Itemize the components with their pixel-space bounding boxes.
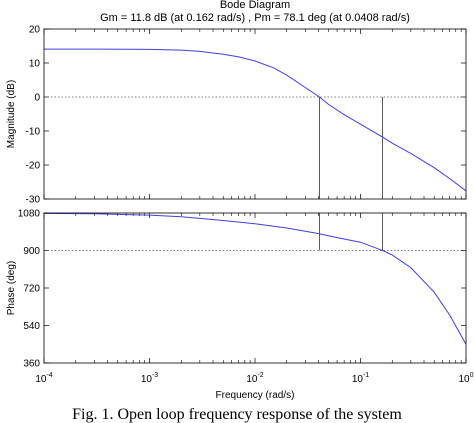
y-axis-label: Phase (deg) bbox=[6, 261, 17, 315]
y-tick-label: 20 bbox=[29, 25, 41, 36]
magnitude-series-line bbox=[44, 48, 467, 192]
x-tick-label: 10-2 bbox=[246, 372, 263, 385]
x-tick-label: 100 bbox=[458, 372, 473, 385]
y-tick-label: 720 bbox=[23, 284, 40, 295]
chart-title: Bode Diagram bbox=[220, 0, 290, 11]
y-tick-label: 0 bbox=[34, 93, 40, 104]
y-tick-label: -30 bbox=[26, 195, 41, 206]
plot-frame bbox=[43, 28, 467, 200]
y-tick-label: -10 bbox=[26, 127, 41, 138]
phase-series-line bbox=[43, 212, 467, 345]
magnitude-panel: -30 -20 -10 0 10 20 Magnitude (dB) bbox=[6, 25, 467, 206]
y-tick-label: -20 bbox=[26, 161, 41, 172]
y-tick-label: 10 bbox=[29, 59, 41, 70]
y-tick-label: 1080 bbox=[18, 209, 41, 220]
x-axis-label: Frequency (rad/s) bbox=[216, 390, 295, 401]
x-tick-label: 10-1 bbox=[352, 372, 369, 385]
phase-panel: 360 540 720 900 1080 Phase (deg) bbox=[6, 209, 467, 370]
x-tick-label: 10-4 bbox=[35, 372, 52, 385]
chart-subtitle: Gm = 11.8 dB (at 0.162 rad/s) , Pm = 78.… bbox=[100, 12, 410, 24]
chart-layer: -30 -20 -10 0 10 20 Magnitude (dB) 360 540 720 900… bbox=[6, 25, 474, 386]
y-tick-label: 540 bbox=[23, 321, 40, 332]
plot-frame bbox=[43, 212, 467, 364]
y-axis-label: Magnitude (dB) bbox=[6, 80, 17, 148]
y-tick-label: 360 bbox=[23, 359, 40, 370]
x-tick-label: 10-3 bbox=[141, 372, 158, 385]
y-tick-label: 900 bbox=[23, 246, 40, 257]
figure-caption: Fig. 1. Open loop frequency response of … bbox=[72, 406, 402, 423]
